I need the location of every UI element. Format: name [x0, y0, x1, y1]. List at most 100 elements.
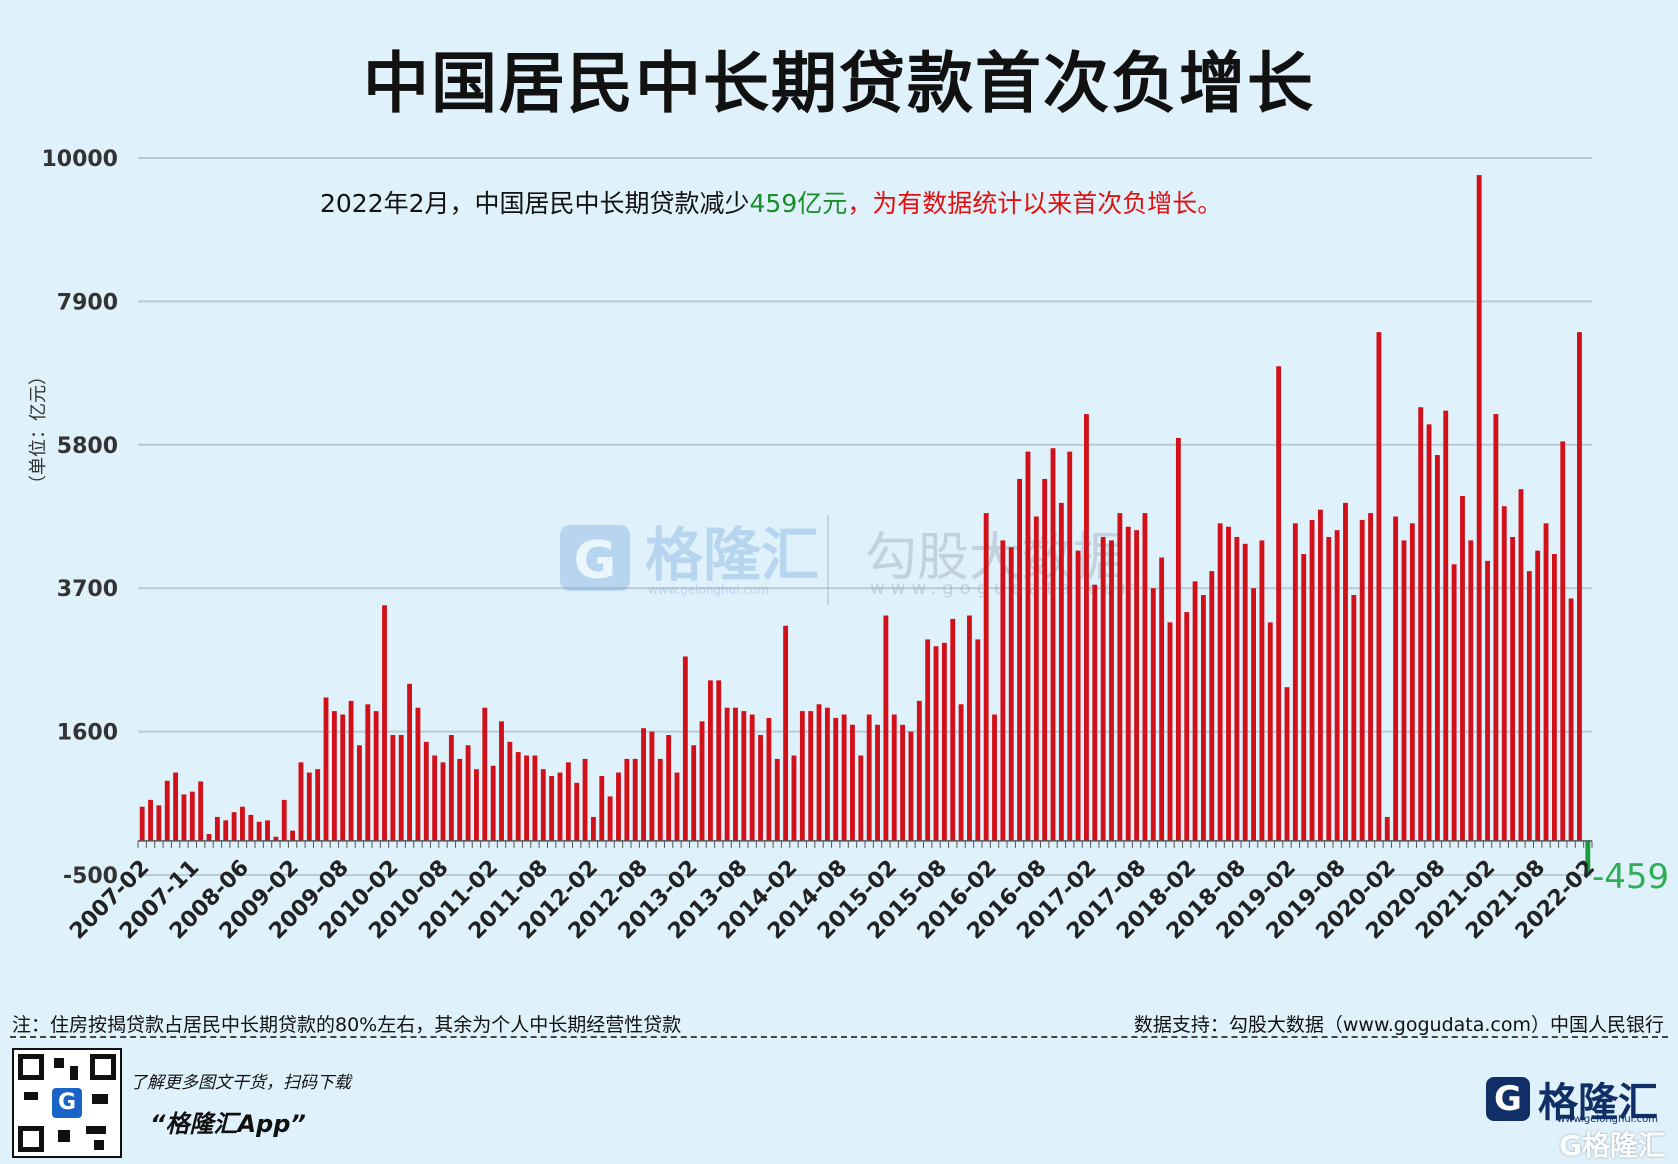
bar: [465, 745, 471, 841]
qr-module: [24, 1092, 38, 1100]
bar: [808, 711, 814, 841]
bar: [674, 772, 680, 841]
bar: [891, 714, 897, 841]
bar: [290, 830, 296, 841]
bar: [1217, 523, 1223, 841]
bar: [641, 728, 646, 841]
bar: [331, 711, 337, 841]
watermark-gogudata: 勾股大数据: [865, 528, 1125, 588]
bar: [1251, 588, 1256, 841]
bar: [189, 791, 195, 841]
bar: [423, 741, 429, 841]
bar: [549, 775, 555, 841]
data-source: 数据支持：勾股大数据（www.gogudata.com）中国人民银行: [1133, 1014, 1664, 1036]
bar: [1493, 414, 1499, 841]
brand-url: www.gelonghui.com: [1557, 1114, 1658, 1125]
footer-divider: [10, 1036, 1668, 1038]
bar: [933, 646, 939, 841]
bar: [724, 707, 730, 841]
bar: [1117, 513, 1123, 841]
bar: [1343, 502, 1348, 841]
watermark-logo-letter: G: [574, 531, 617, 591]
brand-watermark: G格隆汇: [1559, 1129, 1666, 1162]
bar: [1485, 560, 1490, 841]
bar: [148, 799, 153, 841]
bar: [950, 618, 956, 841]
y-tick-label: 1600: [57, 721, 118, 746]
bar: [315, 769, 321, 841]
bar: [733, 707, 738, 841]
bar: [1401, 540, 1407, 841]
bar: [1000, 540, 1006, 841]
qr-finder-bottom-left: [18, 1126, 44, 1152]
bar: [515, 752, 521, 841]
watermark-gelonghui: 格隆汇: [645, 521, 819, 589]
bar: [214, 816, 220, 841]
bar: [1376, 332, 1382, 841]
bar: [540, 769, 546, 841]
bar: [340, 714, 346, 841]
bar: [1184, 612, 1190, 841]
bar: [1150, 588, 1156, 841]
last-value-label: -459: [1592, 857, 1669, 897]
brand-logo-icon: G: [1486, 1077, 1530, 1121]
qr-finder-top-left: [18, 1054, 44, 1080]
bar: [457, 758, 463, 841]
bar: [1551, 554, 1557, 841]
bar: [164, 780, 170, 841]
bar: [265, 820, 270, 841]
bar: [1226, 526, 1231, 841]
footnote: 注：住房按揭贷款占居民中长期贷款的80%左右，其余为个人中长期经营性贷款: [12, 1014, 682, 1036]
bar: [858, 755, 864, 841]
chart-annotation: 2022年2月，中国居民中长期贷款减少459亿元，为有数据统计以来首次负增长。: [320, 189, 1222, 218]
bar: [1468, 540, 1474, 841]
bar: [900, 724, 906, 841]
bar: [1201, 595, 1206, 841]
bar: [524, 755, 529, 841]
bar: [1526, 571, 1532, 841]
bar: [1175, 437, 1181, 841]
bar: [632, 758, 638, 841]
bar: [766, 717, 772, 841]
bar: [1167, 622, 1173, 841]
bar: [616, 772, 621, 841]
y-tick-label: -500: [63, 864, 118, 889]
bar: [574, 782, 580, 841]
y-tick-label: 5800: [57, 434, 118, 459]
bar: [1334, 530, 1340, 841]
bar: [992, 714, 997, 841]
y-tick-label: 7900: [57, 290, 118, 315]
bar: [407, 683, 413, 841]
bar: [1393, 516, 1399, 841]
bar: [1276, 366, 1282, 841]
bar: [716, 680, 722, 841]
bar: [532, 755, 538, 841]
bar: [1142, 513, 1148, 841]
bar: [958, 704, 964, 841]
bar: [1025, 451, 1031, 841]
bar: [1460, 496, 1465, 841]
bar: [983, 513, 989, 841]
promo-app-name: “格隆汇App”: [150, 1110, 306, 1138]
qr-module: [54, 1058, 64, 1068]
qr-logo-icon: G: [52, 1088, 82, 1118]
bar: [1033, 516, 1039, 841]
bar: [1209, 571, 1215, 841]
bar: [841, 714, 847, 841]
qr-module: [92, 1094, 108, 1104]
bar: [298, 762, 304, 841]
bar: [1192, 581, 1198, 841]
qr-module: [58, 1130, 70, 1142]
bar: [783, 625, 789, 841]
bar: [1443, 410, 1449, 841]
y-tick-label: 10000: [41, 147, 118, 172]
bar: [1284, 687, 1290, 841]
annotation-part2: 459亿元: [750, 189, 848, 218]
bar: [590, 816, 596, 841]
bar: [1067, 451, 1073, 841]
bar: [824, 707, 830, 841]
bar: [173, 772, 179, 841]
bar: [206, 834, 212, 841]
annotation-part3: ，为有数据统计以来首次负增长。: [847, 189, 1222, 218]
bar: [582, 758, 588, 841]
